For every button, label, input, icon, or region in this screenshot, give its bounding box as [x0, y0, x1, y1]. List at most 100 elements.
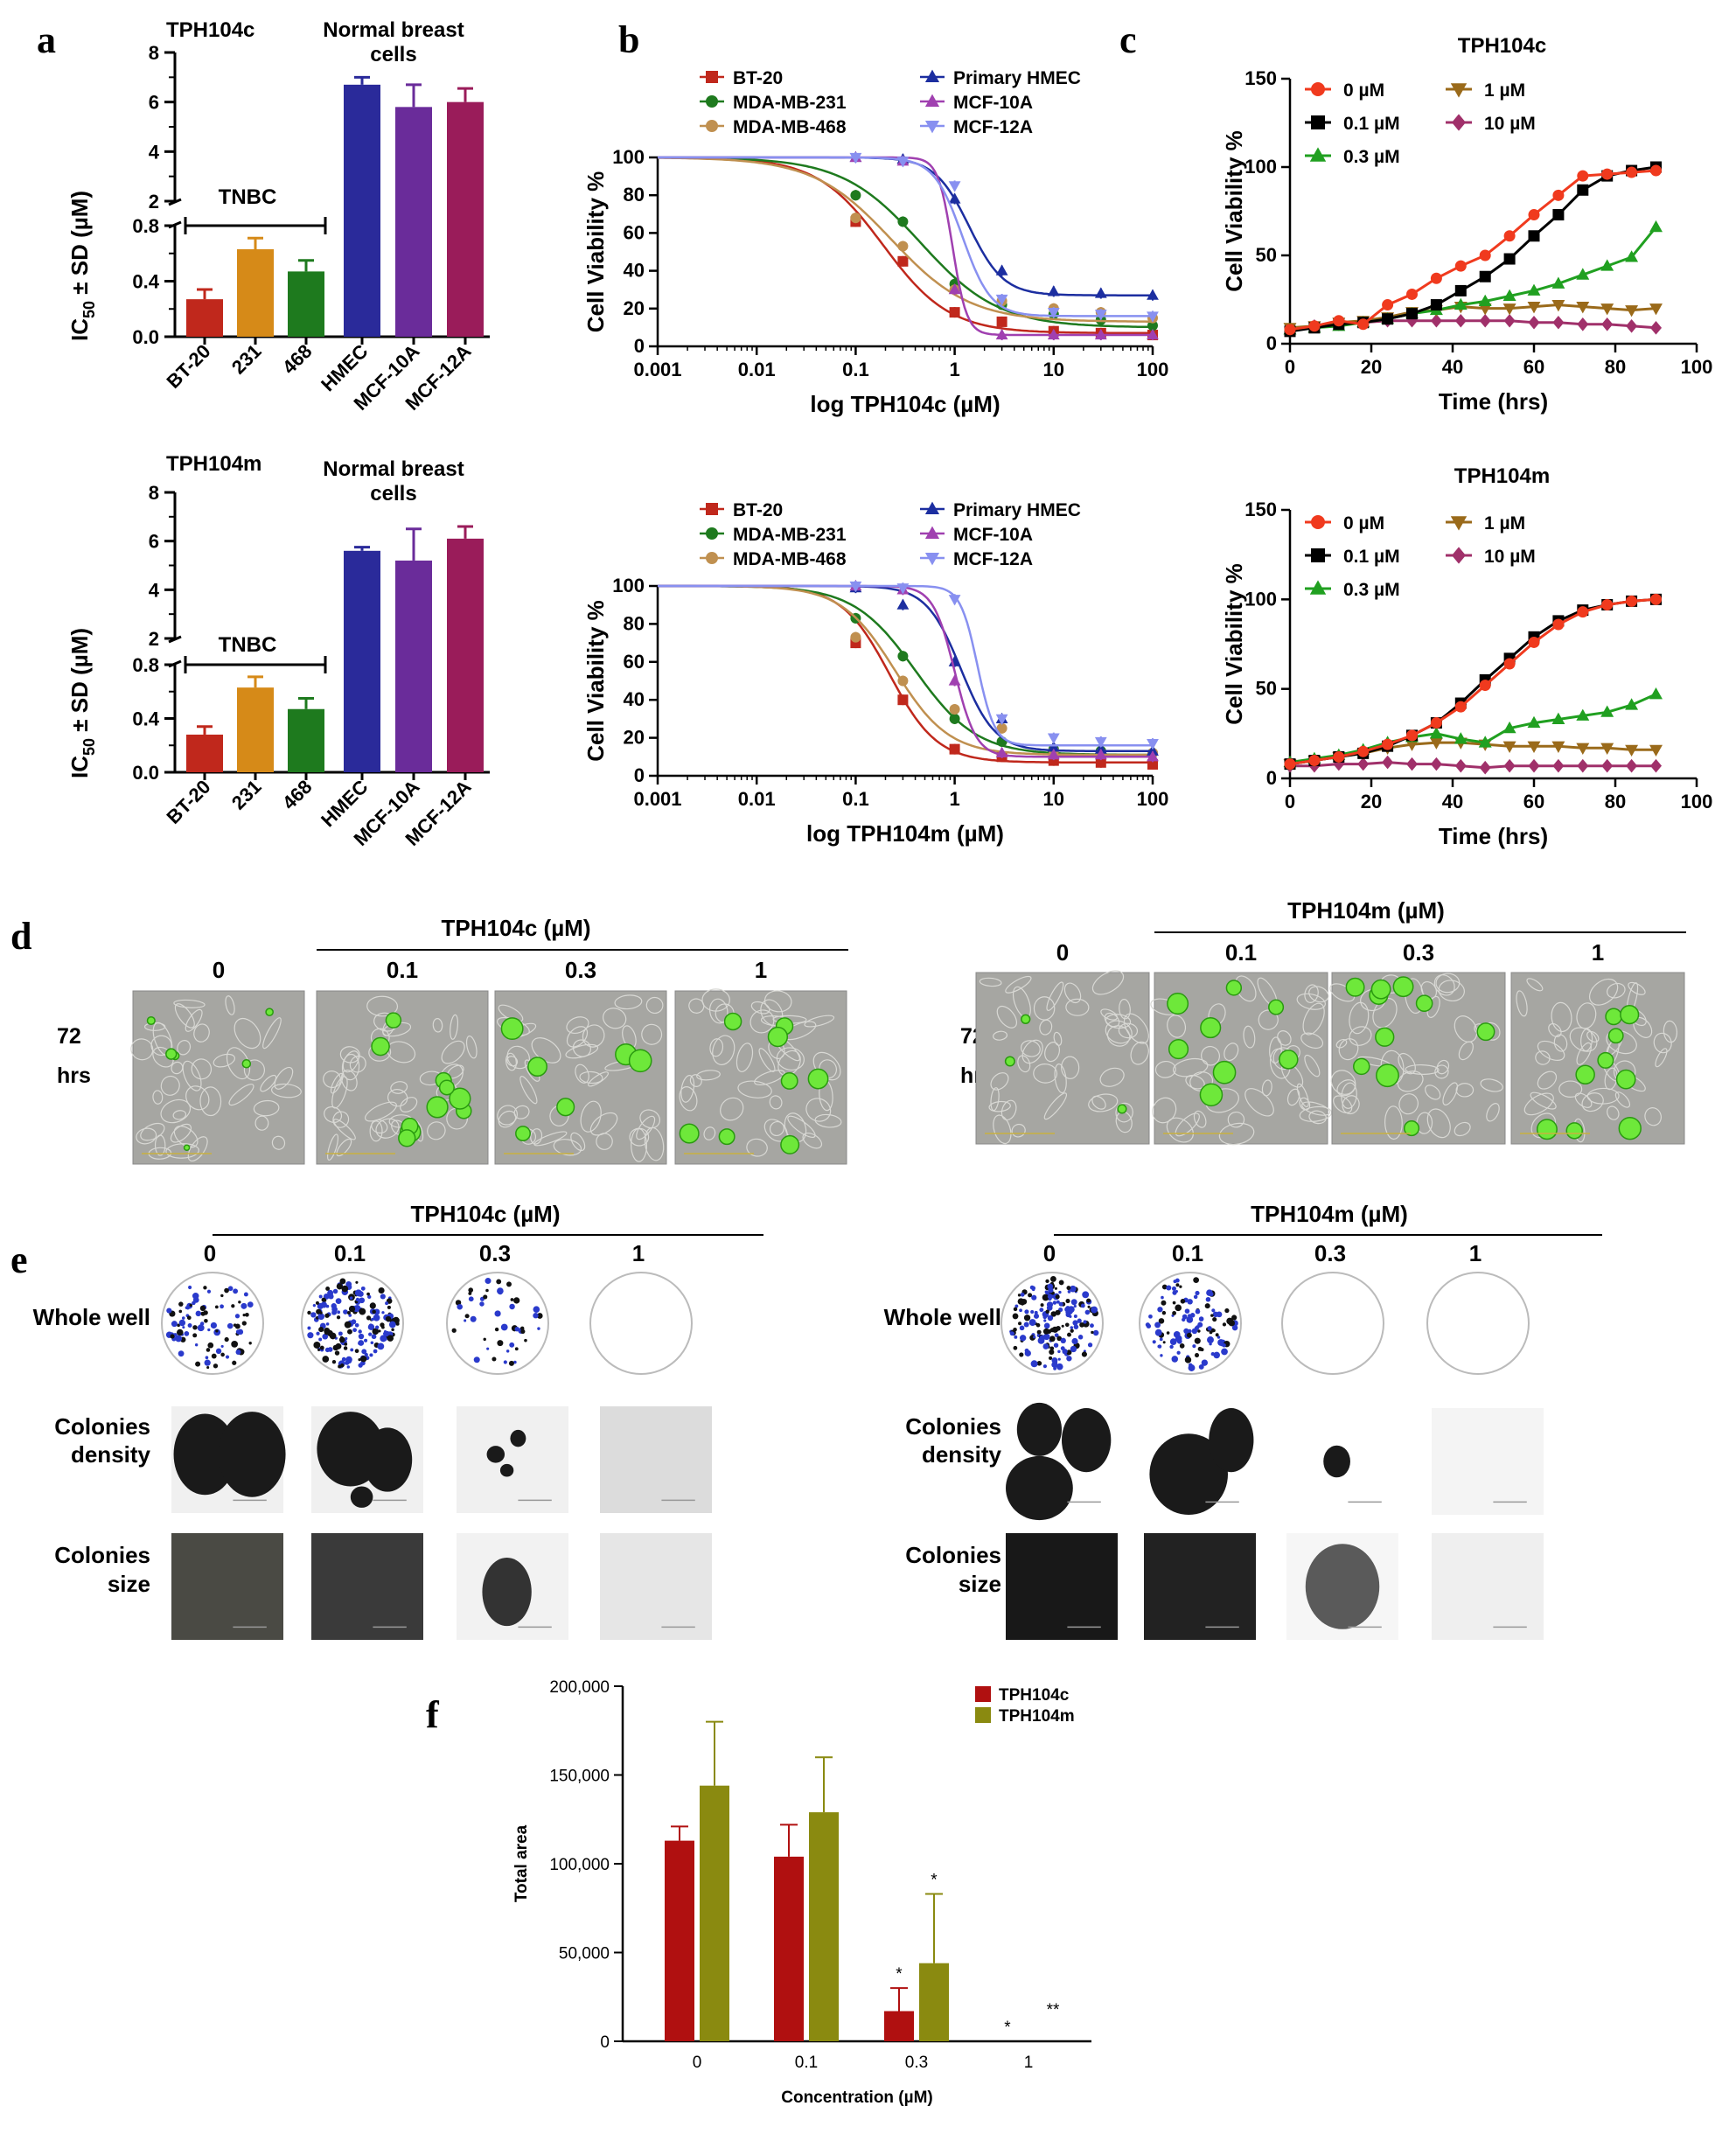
data-point: [1552, 315, 1565, 330]
colony-dot: [366, 1315, 372, 1321]
apoptotic-cell: [1199, 1083, 1224, 1107]
concentration-label: 1: [1592, 939, 1604, 966]
fit-curve: [658, 584, 1153, 747]
legend-marker: [924, 121, 940, 134]
data-point: [948, 595, 961, 606]
colony-dot: [1172, 1311, 1177, 1315]
colony-dot: [1198, 1363, 1204, 1370]
bar: [186, 734, 223, 772]
colony-dot: [192, 1333, 198, 1338]
colony-dot: [1231, 1315, 1238, 1321]
bar: [774, 1856, 804, 2041]
apoptotic-cell: [1021, 1014, 1031, 1024]
data-point: [1650, 321, 1662, 335]
cell-outline: [213, 1053, 235, 1068]
colony-dot: [1033, 1313, 1040, 1319]
cell-outline: [1033, 1064, 1058, 1084]
whole-well-image: [1426, 1272, 1530, 1375]
colony-dot: [1049, 1349, 1055, 1355]
colony-dot: [192, 1301, 196, 1306]
colony-dot: [235, 1349, 241, 1355]
cell-outline: [689, 1074, 702, 1087]
colony-dot: [1019, 1325, 1025, 1331]
colony-dot: [1192, 1344, 1196, 1349]
cell-outline: [641, 1023, 663, 1045]
cell-outline: [1224, 1043, 1239, 1062]
data-point: [996, 722, 1007, 734]
colony-dot: [361, 1349, 367, 1355]
data-point: [1502, 303, 1516, 316]
micrograph-background: [600, 1533, 712, 1640]
y-tick-label: 8: [149, 482, 159, 504]
data-point: [1147, 289, 1159, 300]
cell-outline: [703, 1126, 716, 1140]
colony-dot: [378, 1329, 381, 1333]
panel-label-a: a: [37, 18, 56, 61]
data-point: [1406, 288, 1418, 300]
colony-dot: [232, 1360, 237, 1365]
colony-dot: [1193, 1277, 1200, 1283]
x-tick-label: 0.01: [738, 359, 776, 380]
cell-outline: [1480, 1078, 1503, 1092]
colony-dot: [233, 1288, 239, 1294]
data-point: [1626, 758, 1638, 773]
cell-outline: [441, 1040, 465, 1064]
colony-dot: [1172, 1290, 1177, 1295]
colony-micrograph: [171, 1533, 283, 1640]
cell-outline: [553, 1139, 582, 1156]
colony-dot: [1186, 1316, 1194, 1323]
cell-outline: [754, 1070, 785, 1086]
colony-dot: [1161, 1295, 1164, 1300]
colony-micrograph: [1432, 1408, 1544, 1515]
colony-dot: [1207, 1336, 1214, 1343]
colony-dot: [1205, 1296, 1211, 1302]
legend-marker: [1450, 83, 1468, 98]
colony-blob: [1209, 1408, 1254, 1473]
cell-outline: [1296, 993, 1326, 1010]
cell-outline: [1486, 1103, 1500, 1122]
cell-outline: [262, 1017, 282, 1050]
row-label: Colonies: [54, 1542, 150, 1568]
colony-dot: [338, 1331, 343, 1336]
data-point: [995, 294, 1008, 306]
colony-dot: [205, 1356, 209, 1360]
cell-outline: [579, 1070, 603, 1084]
colony-dot: [331, 1303, 337, 1309]
cell-outline: [1166, 1117, 1194, 1143]
colony-dot: [1056, 1336, 1063, 1342]
panel-e-colonies: TPH104c (µM) TPH104m (µM) 0 0.1 0.3 1 0 0.1 0.…: [33, 1201, 1602, 1640]
cell-outline: [1442, 1082, 1458, 1105]
apoptotic-cell: [1225, 980, 1243, 996]
colony-dot: [369, 1302, 376, 1309]
data-point: [1382, 738, 1394, 750]
micrograph-background: [1432, 1408, 1544, 1515]
colony-blob: [486, 1446, 505, 1463]
colony-dot: [195, 1361, 201, 1367]
data-point: [1454, 313, 1467, 328]
colony-dot: [327, 1289, 334, 1296]
concentration-label: 1: [632, 1240, 645, 1266]
data-point: [1625, 305, 1639, 317]
colony-dot: [177, 1323, 180, 1328]
cell-outline: [990, 1072, 1009, 1091]
colony-dot: [207, 1328, 211, 1332]
colony-dot: [1209, 1342, 1212, 1346]
colony-dot: [371, 1334, 377, 1340]
cell-outline: [450, 1014, 459, 1040]
legend-marker: [1452, 114, 1466, 131]
cell-outline: [1033, 996, 1056, 1021]
colony-dot: [1186, 1332, 1192, 1338]
bar: [237, 248, 274, 337]
chart-title: TPH104m: [166, 452, 261, 476]
cell-outline: [1005, 975, 1032, 994]
legend-label: 10 µM: [1484, 114, 1536, 134]
colony-dot: [1014, 1304, 1019, 1308]
colony-dot: [1189, 1313, 1196, 1318]
colony-dot: [207, 1342, 214, 1349]
colony-dot: [509, 1303, 515, 1310]
colony-dot: [1197, 1329, 1201, 1333]
data-point: [896, 598, 910, 610]
colony-dot: [204, 1318, 208, 1323]
fit-curve: [658, 157, 1153, 323]
